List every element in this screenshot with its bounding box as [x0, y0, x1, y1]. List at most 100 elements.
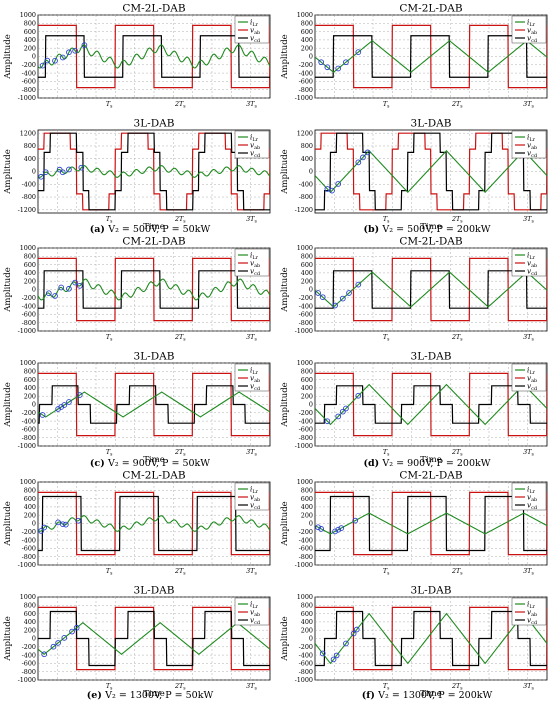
chart-title: 3L-DAB [134, 118, 175, 130]
y-tick-label: 600 [24, 28, 36, 36]
plot-area [38, 491, 270, 556]
legend-label-vab: vab [250, 258, 260, 268]
iLr-marker [355, 49, 362, 55]
y-axis-label: Amplitude [3, 149, 13, 194]
x-axis-label: Time [420, 455, 441, 465]
iLr-marker [41, 651, 48, 658]
iLr-marker [59, 169, 66, 176]
y-tick-label: -200 [22, 643, 36, 651]
legend-label-vab: vab [250, 492, 260, 502]
iLr-marker [66, 285, 72, 292]
series-line-vab [315, 372, 547, 437]
iLr-marker [66, 399, 72, 405]
y-tick-label: -400 [299, 302, 313, 310]
series-line-iLr [38, 165, 270, 178]
series-line-vab [38, 257, 270, 322]
y-tick-label: -200 [299, 294, 313, 302]
chart-title: CM-2L-DAB [399, 470, 463, 482]
iLr-marker [330, 656, 337, 663]
y-tick-label: -600 [22, 660, 36, 668]
iLr-marker [50, 643, 57, 650]
series-line-iLr [315, 149, 547, 194]
y-tick-label: 800 [24, 487, 36, 495]
y-tick-label: -800 [299, 193, 313, 201]
series-line-iLr [315, 612, 547, 665]
plot-area [38, 24, 270, 89]
series-line-vab [38, 24, 270, 89]
x-tick-label: 2Ts [174, 567, 186, 577]
iLr-marker [332, 302, 338, 309]
legend-label-vcd: vcd [527, 33, 538, 43]
legend-label-vab: vab [527, 373, 537, 383]
y-tick-label: 200 [24, 626, 36, 634]
iLr-marker [76, 282, 83, 289]
y-tick-label: -600 [299, 78, 313, 86]
y-tick-label: -200 [22, 409, 36, 417]
y-tick-label: 0 [309, 53, 313, 61]
iLr-marker [69, 628, 75, 635]
plot-area [315, 257, 547, 322]
y-tick-label: -600 [22, 426, 36, 434]
y-tick-label: 400 [301, 384, 313, 392]
y-tick-label: -1000 [18, 94, 36, 102]
y-tick-label: -800 [22, 319, 36, 327]
series-line-iLr [315, 383, 547, 426]
legend-label-vcd: vcd [250, 148, 261, 158]
legend-label-vcd: vcd [527, 500, 538, 510]
y-tick-label: 0 [32, 53, 36, 61]
y-axis-label: Amplitude [280, 34, 290, 79]
iLr-marker [45, 290, 52, 297]
y-tick-label: 600 [24, 261, 36, 269]
y-tick-label: -200 [22, 294, 36, 302]
y-tick-label: -600 [299, 426, 313, 434]
y-tick-label: 400 [24, 503, 36, 511]
x-tick-label: Ts [106, 215, 113, 225]
iLr-marker [335, 181, 342, 187]
iLr-marker [335, 526, 342, 533]
y-tick-label: -400 [22, 69, 36, 77]
series-line-vcd [38, 610, 270, 667]
legend-label-vab: vab [527, 607, 537, 617]
x-tick-label: 3Ts [246, 100, 257, 110]
x-tick-label: 2Ts [451, 448, 463, 458]
caption-a: (a) V₂ = 500V, P = 50kW [90, 224, 211, 235]
y-tick-label: 1000 [20, 11, 36, 19]
y-axis-label: Amplitude [280, 382, 290, 427]
iLr-marker [58, 284, 65, 291]
y-tick-label: 600 [24, 376, 36, 384]
y-tick-label: 400 [24, 155, 36, 163]
iLr-marker [66, 49, 72, 56]
y-tick-label: 1000 [20, 593, 36, 601]
y-tick-label: 400 [301, 269, 313, 277]
x-tick-label: Ts [106, 333, 113, 343]
legend-label-iLr: iLr [250, 599, 259, 609]
y-tick-label: 400 [301, 618, 313, 626]
y-tick-label: -400 [22, 302, 36, 310]
y-tick-label: 800 [301, 20, 313, 28]
series-line-vcd [315, 495, 547, 552]
chart-title: 3L-DAB [134, 351, 175, 363]
y-tick-label: 600 [301, 495, 313, 503]
y-axis-label: Amplitude [3, 34, 13, 79]
series-line-vcd [315, 270, 547, 309]
iLr-marker [61, 402, 68, 408]
x-tick-label: 2Ts [451, 100, 463, 110]
x-tick-label: 3Ts [246, 567, 257, 577]
iLr-marker [338, 525, 345, 531]
y-tick-label: 1200 [297, 129, 313, 137]
y-axis-label: Amplitude [280, 149, 290, 194]
y-tick-label: -400 [22, 651, 36, 659]
y-tick-label: 0 [309, 286, 313, 294]
y-tick-label: -1000 [295, 561, 313, 569]
iLr-marker [44, 57, 51, 64]
chart-title: CM-2L-DAB [399, 3, 463, 15]
y-tick-label: 1000 [297, 11, 313, 19]
y-tick-label: -400 [22, 417, 36, 425]
iLr-marker [78, 164, 85, 171]
x-tick-label: Ts [383, 448, 390, 458]
plot-area [315, 606, 547, 671]
y-tick-label: -200 [22, 528, 36, 536]
